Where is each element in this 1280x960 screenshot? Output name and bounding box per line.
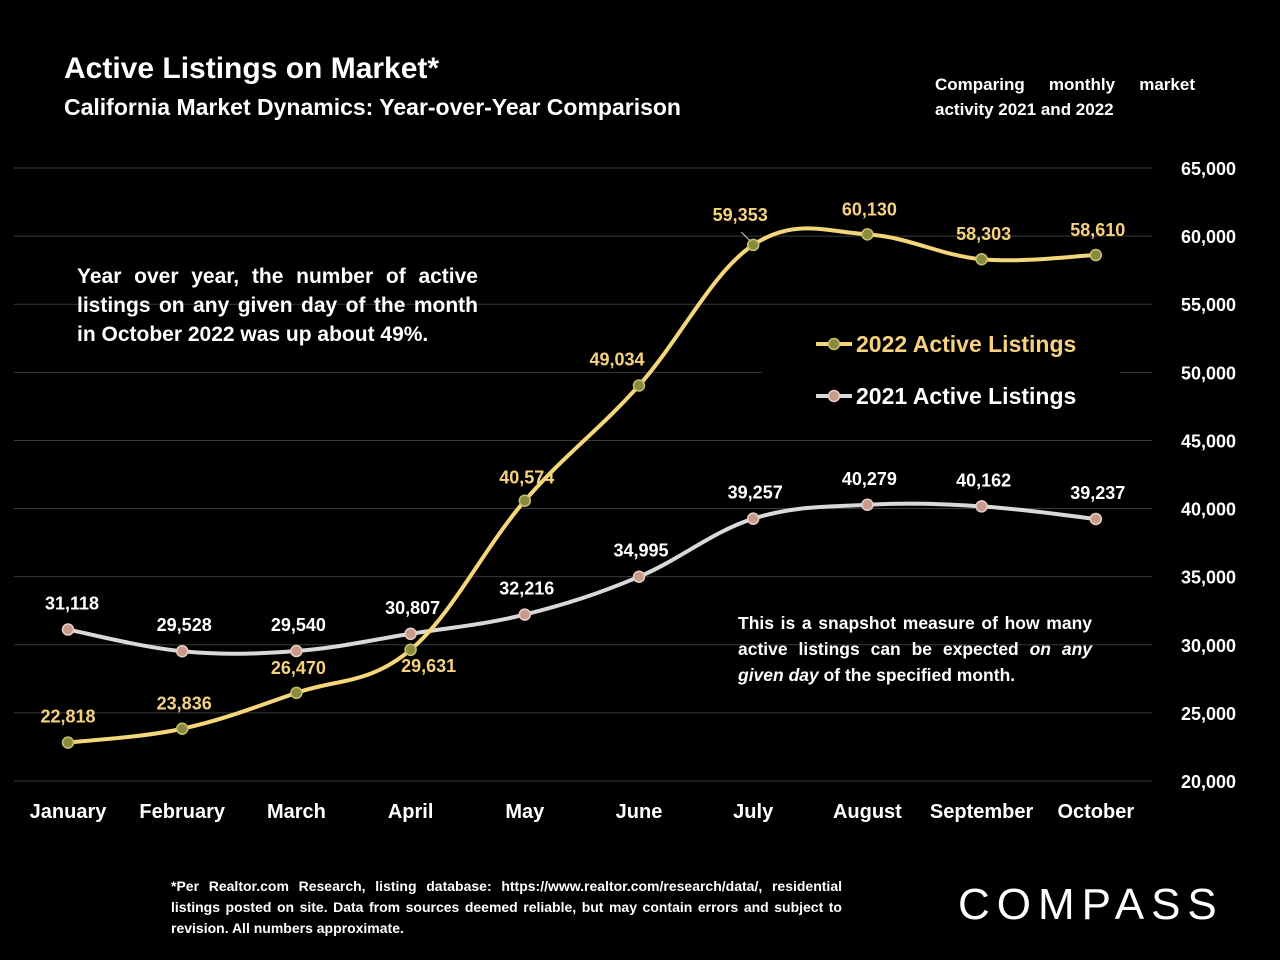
series-2021-data-label: 29,540 (271, 615, 326, 635)
legend-2021-marker (827, 389, 841, 403)
y-tick-label: 40,000 (1181, 500, 1236, 520)
legend-2021-label: 2021 Active Listings (856, 383, 1076, 409)
yoy-annotation: Year over year, the number of active lis… (77, 265, 478, 346)
series-2022-data-label: 49,034 (589, 349, 644, 369)
y-tick-label: 20,000 (1181, 772, 1236, 792)
series-2022-point (632, 379, 646, 392)
snapshot-text-1: This is a snapshot measure of how many a… (738, 613, 1092, 659)
chart-title: Active Listings on Market* (64, 52, 440, 85)
series-2022-point (746, 238, 760, 252)
series-2021-point (975, 500, 988, 513)
y-tick-label: 30,000 (1181, 636, 1236, 656)
y-tick-label: 45,000 (1181, 431, 1236, 451)
series-2022-point (975, 252, 988, 266)
series-2022-point (290, 686, 303, 700)
legend-2022-label: 2022 Active Listings (856, 331, 1076, 357)
series-2022-data-label: 40,574 (499, 468, 554, 488)
series-2021-data-label: 30,807 (385, 598, 440, 618)
x-tick-label: June (616, 801, 663, 823)
series-2021-point (175, 644, 189, 658)
series-2021-point (61, 623, 75, 636)
series-2021-data-label: 40,279 (842, 469, 897, 489)
series-2021-data-label: 40,162 (956, 470, 1011, 490)
series-2021-line (67, 501, 1097, 656)
series-2021-point (290, 644, 303, 658)
y-tick-label: 35,000 (1181, 568, 1236, 588)
series-2022-data-label: 26,470 (271, 658, 326, 678)
y-tick-label: 60,000 (1181, 227, 1236, 247)
series-2021-data-label: 29,528 (157, 615, 212, 635)
series-2021-point (404, 627, 417, 641)
series-2022-data-label: 58,303 (956, 224, 1011, 244)
series-2022-line (67, 226, 1096, 745)
series-2021-point (632, 570, 646, 583)
series-2022-point (61, 736, 75, 749)
series-2021-data-label: 34,995 (613, 541, 668, 561)
series-2022-data-label: 29,631 (401, 656, 456, 676)
x-tick-label: August (833, 801, 902, 823)
series-2022-point (404, 643, 417, 657)
y-tick-label: 55,000 (1181, 295, 1236, 315)
series-2021-data-label: 31,118 (45, 594, 99, 614)
snapshot-emphasis: on any given day (738, 639, 1092, 685)
x-tick-label: February (139, 801, 225, 823)
series-2022-data-label: 23,836 (157, 694, 212, 714)
chart-subtitle: California Market Dynamics: Year-over-Ye… (64, 94, 681, 120)
x-tick-label: April (388, 801, 434, 823)
series-2021-data-label: 39,257 (728, 483, 783, 503)
series-2021-point (746, 512, 760, 525)
series-2021-data-label: 32,216 (499, 579, 554, 599)
series-2022-data-label: 60,130 (842, 199, 897, 219)
source-footnote: *Per Realtor.com Research, listing datab… (171, 878, 842, 936)
y-tick-label: 50,000 (1181, 363, 1236, 383)
series-2022-point (1089, 248, 1103, 262)
series-2022-point (175, 722, 189, 735)
x-tick-label: January (30, 801, 108, 823)
series-2022-data-label: 22,818 (40, 707, 95, 727)
series-2021-point (1089, 512, 1103, 526)
x-tick-label: July (733, 801, 774, 823)
y-tick-label: 65,000 (1181, 159, 1236, 179)
x-tick-label: March (267, 801, 326, 823)
y-tick-label: 25,000 (1181, 704, 1236, 724)
snapshot-text-2: of the specified month. (818, 665, 1016, 685)
series-2022-point (518, 494, 532, 507)
legend-2022-marker (827, 337, 841, 351)
series-2021-data-label: 39,237 (1070, 483, 1125, 503)
compass-logo: COMPASS (958, 880, 1224, 929)
comparison-note: Comparing monthly market activity 2021 a… (935, 75, 1195, 119)
x-tick-label: May (505, 801, 545, 823)
series-2021-point (518, 608, 532, 621)
x-tick-label: October (1057, 801, 1134, 823)
series-2022-data-label: 59,353 (713, 205, 768, 225)
series-2022-data-label: 58,610 (1070, 220, 1125, 240)
x-tick-label: September (930, 801, 1034, 823)
legend-box (762, 318, 1120, 430)
series-2021-point (861, 498, 874, 512)
series-2022-point (861, 228, 874, 241)
snapshot-annotation: This is a snapshot measure of how many a… (738, 610, 1092, 688)
